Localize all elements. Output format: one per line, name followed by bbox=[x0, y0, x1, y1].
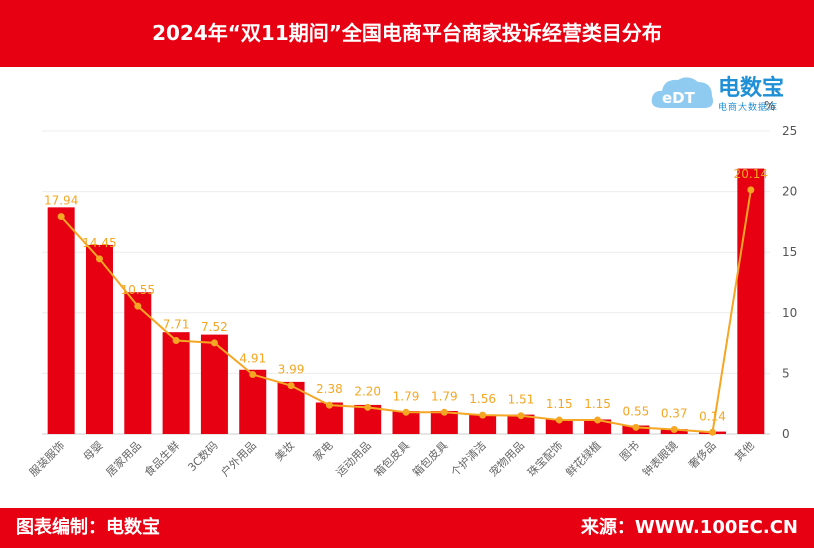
line-point bbox=[594, 416, 602, 424]
y-tick-label: 20 bbox=[782, 185, 797, 199]
y-tick-label: 5 bbox=[782, 366, 790, 380]
line-point bbox=[555, 416, 563, 424]
data-label: 0.14 bbox=[699, 409, 726, 423]
category-label: 奢侈品 bbox=[685, 438, 718, 471]
line-point bbox=[709, 428, 717, 436]
category-label: 美妆 bbox=[272, 439, 297, 464]
line-point bbox=[95, 255, 103, 263]
category-label: 宠物用品 bbox=[486, 438, 527, 479]
data-label: 1.15 bbox=[584, 397, 611, 411]
line-point bbox=[402, 408, 410, 416]
category-label: 图书 bbox=[617, 439, 642, 464]
data-label: 1.15 bbox=[546, 397, 573, 411]
y-unit-label: % bbox=[764, 99, 775, 113]
line-point bbox=[364, 403, 372, 411]
logo-subtitle: 电商大数据库 bbox=[718, 103, 779, 113]
line-point bbox=[210, 339, 218, 347]
bar bbox=[584, 419, 612, 434]
line-point bbox=[287, 382, 295, 390]
data-label: 7.71 bbox=[163, 318, 190, 332]
data-label: 0.37 bbox=[661, 407, 688, 421]
data-label: 1.79 bbox=[393, 389, 420, 403]
line-point bbox=[249, 370, 257, 378]
footer-credit: 图表编制：电数宝 bbox=[16, 517, 160, 538]
bar bbox=[737, 168, 765, 434]
bar bbox=[392, 410, 420, 434]
bar bbox=[507, 414, 535, 434]
line-point bbox=[440, 408, 448, 416]
bar bbox=[162, 332, 190, 434]
line-point bbox=[325, 401, 333, 409]
data-label: 17.94 bbox=[44, 194, 78, 208]
y-tick-label: 25 bbox=[782, 124, 797, 138]
category-label: 箱包皮具 bbox=[371, 438, 412, 479]
line-point bbox=[134, 302, 142, 310]
line-point bbox=[747, 186, 755, 194]
category-label: 3C数码 bbox=[185, 439, 220, 474]
data-label: 1.51 bbox=[508, 393, 535, 407]
line-point bbox=[479, 411, 487, 419]
data-label: 0.55 bbox=[623, 404, 650, 418]
data-label: 14.45 bbox=[82, 236, 116, 250]
header-bar bbox=[0, 0, 814, 67]
category-label: 箱包皮具 bbox=[409, 438, 450, 479]
category-label: 运动用品 bbox=[334, 439, 374, 479]
category-label: 钟表眼镜 bbox=[639, 438, 680, 479]
bar bbox=[430, 410, 458, 434]
y-tick-label: 10 bbox=[782, 306, 797, 320]
data-label: 1.56 bbox=[469, 392, 496, 406]
line-point bbox=[57, 213, 65, 221]
category-label: 食品生鲜 bbox=[141, 438, 182, 479]
data-label: 2.20 bbox=[354, 384, 381, 398]
logo-mark: eDT bbox=[662, 89, 696, 107]
line-point bbox=[517, 412, 525, 420]
category-label: 鲜花绿植 bbox=[563, 438, 604, 479]
line-point bbox=[172, 337, 180, 345]
brand-logo: eDT 电数宝 电商大数据库 bbox=[648, 70, 788, 116]
data-label: 3.99 bbox=[278, 363, 305, 377]
footer-source: 来源：WWW.100EC.CN bbox=[580, 517, 798, 538]
category-label: 居家用品 bbox=[103, 438, 144, 479]
data-label: 2.38 bbox=[316, 382, 343, 396]
cloud-logo-icon: eDT bbox=[651, 77, 713, 108]
category-label: 户外用品 bbox=[218, 438, 259, 479]
footer-bar: 图表编制：电数宝 来源：WWW.100EC.CN bbox=[0, 508, 814, 548]
category-label: 家电 bbox=[310, 438, 335, 463]
category-label: 服装服饰 bbox=[26, 438, 67, 479]
category-label: 个护清洁 bbox=[448, 438, 489, 479]
line-point bbox=[632, 423, 640, 431]
data-label: 20.14 bbox=[734, 167, 768, 181]
category-label: 母婴 bbox=[81, 439, 106, 464]
data-label: 7.52 bbox=[201, 320, 228, 334]
data-label: 4.91 bbox=[239, 351, 266, 365]
bar bbox=[47, 207, 75, 434]
bar bbox=[469, 414, 497, 434]
category-label: 珠宝配饰 bbox=[524, 438, 565, 479]
bar bbox=[239, 369, 267, 434]
bar bbox=[545, 419, 573, 434]
line-point bbox=[670, 426, 678, 434]
data-label: 1.79 bbox=[431, 389, 458, 403]
y-tick-label: 0 bbox=[782, 427, 790, 441]
bar bbox=[124, 292, 152, 434]
logo-name: 电数宝 bbox=[718, 76, 785, 101]
y-tick-label: 15 bbox=[782, 245, 797, 259]
page-title: 2024年“双11期间”全国电商平台商家投诉经营类目分布 bbox=[152, 21, 662, 45]
bar bbox=[85, 244, 113, 434]
category-label: 其他 bbox=[732, 439, 757, 464]
data-label: 10.55 bbox=[121, 283, 155, 297]
